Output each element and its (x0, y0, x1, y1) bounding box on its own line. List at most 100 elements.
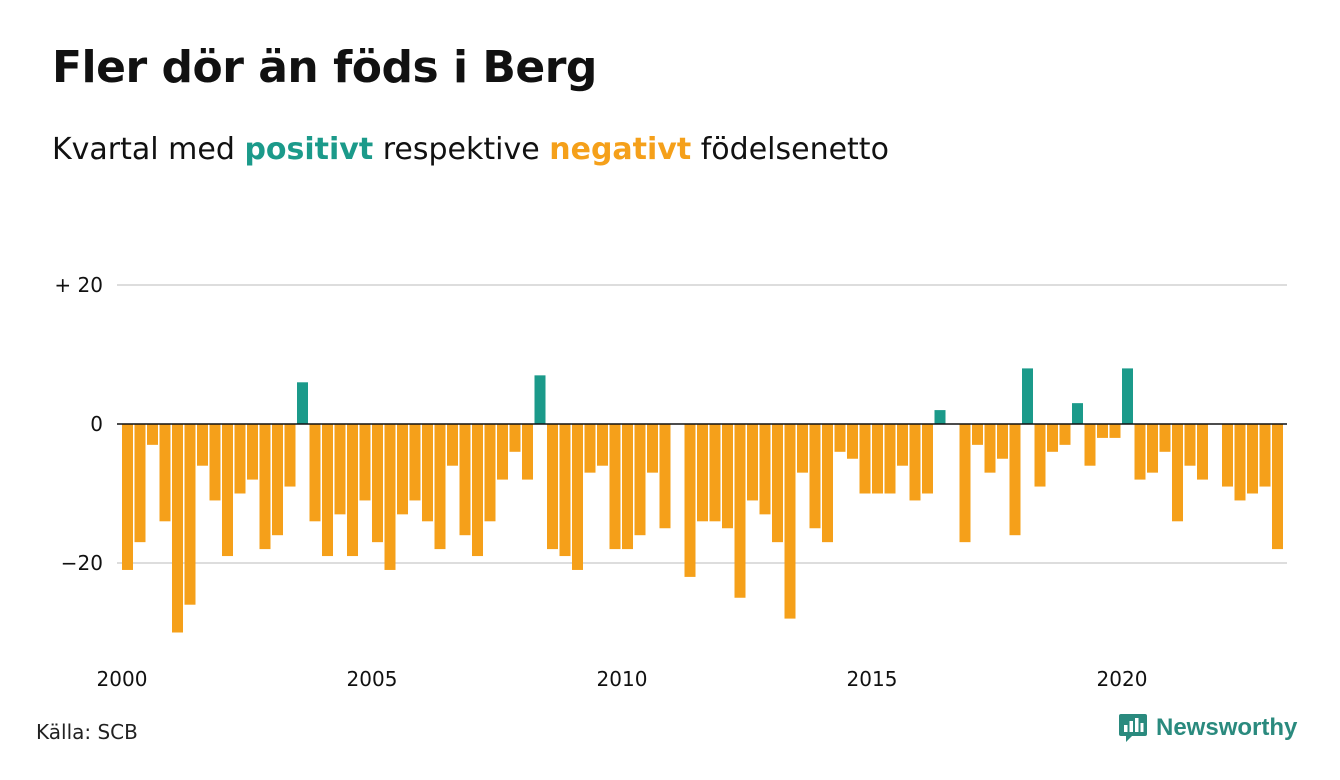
bar (572, 424, 583, 570)
bar (1084, 424, 1096, 466)
bar (1097, 424, 1108, 438)
bar (409, 424, 421, 501)
bar (784, 424, 796, 619)
bar (1184, 424, 1196, 466)
y-tick-label: −20 (61, 551, 103, 575)
bar (1047, 424, 1058, 452)
bar (834, 424, 846, 452)
bar (434, 424, 446, 550)
brand-logo[interactable]: Newsworthy (1118, 712, 1297, 744)
bar (1147, 424, 1158, 473)
bar (1059, 424, 1071, 445)
bar (222, 424, 233, 557)
bar (547, 424, 558, 550)
bar (909, 424, 921, 501)
bar (797, 424, 808, 473)
bar (447, 424, 458, 466)
bar (359, 424, 371, 501)
subtitle-negative: negativt (549, 132, 692, 167)
grid-layer (117, 284, 1287, 564)
bar (1109, 424, 1121, 438)
bar (622, 424, 633, 550)
bar (159, 424, 171, 522)
bar (684, 424, 696, 577)
bar (897, 424, 908, 466)
bar (472, 424, 483, 557)
bar (709, 424, 721, 522)
bar (384, 424, 396, 570)
bar (272, 424, 283, 536)
bar (1197, 424, 1208, 480)
bar (1134, 424, 1146, 480)
brand-name: Newsworthy (1156, 714, 1298, 741)
bar (1072, 403, 1083, 424)
bar (509, 424, 521, 452)
bar (722, 424, 733, 529)
bar (922, 424, 933, 494)
bar (697, 424, 708, 522)
bar (522, 424, 533, 480)
subtitle-suffix: födelsenetto (700, 132, 889, 167)
y-tick-label: + 20 (54, 273, 103, 297)
bar (497, 424, 508, 480)
bar (334, 424, 346, 515)
subtitle-middle: respektive (382, 132, 540, 167)
bar (609, 424, 621, 550)
x-tick-label: 2000 (97, 667, 148, 691)
bar (859, 424, 871, 494)
bar-chart: + 20 0 −20 2000 2005 2010 2015 2020 (54, 273, 1287, 691)
bar (772, 424, 783, 543)
bar (122, 424, 133, 570)
bar (1222, 424, 1233, 487)
bar (284, 424, 296, 487)
bar (872, 424, 883, 494)
bar (584, 424, 596, 473)
bar (347, 424, 358, 557)
subtitle-positive: positivt (244, 132, 374, 167)
bar (659, 424, 671, 529)
bar (759, 424, 771, 515)
bar (972, 424, 983, 445)
bar (559, 424, 571, 557)
bar (847, 424, 858, 459)
bar (422, 424, 433, 522)
bar (459, 424, 471, 536)
x-tick-label: 2015 (847, 667, 898, 691)
bar (747, 424, 758, 501)
bar (1159, 424, 1171, 452)
bar (1034, 424, 1046, 487)
chart-title: Fler dör än föds i Berg (52, 42, 597, 93)
bar (397, 424, 408, 515)
bar (172, 424, 183, 633)
bar (322, 424, 333, 557)
bar (1009, 424, 1021, 536)
bar (1122, 368, 1133, 424)
source-note: Källa: SCB (36, 720, 138, 744)
bar (147, 424, 158, 445)
bar (297, 382, 308, 424)
bar (134, 424, 146, 543)
bar (822, 424, 833, 543)
bar (534, 375, 546, 424)
bar (634, 424, 646, 536)
bar (197, 424, 208, 466)
bar (372, 424, 383, 543)
bar (734, 424, 746, 598)
bar (234, 424, 246, 494)
subtitle-prefix: Kvartal med (52, 132, 235, 167)
bar (1272, 424, 1283, 550)
bar (484, 424, 496, 522)
x-tick-label: 2005 (347, 667, 398, 691)
bar (209, 424, 221, 501)
bar (934, 410, 946, 424)
bar (809, 424, 821, 529)
y-tick-label: 0 (90, 412, 103, 436)
bar (997, 424, 1008, 459)
bar (984, 424, 996, 473)
bars-layer (122, 368, 1283, 633)
bar (959, 424, 971, 543)
newsworthy-logo-icon (1119, 714, 1147, 742)
axis-layer: + 20 0 −20 2000 2005 2010 2015 2020 (54, 273, 1287, 691)
x-tick-label: 2010 (597, 667, 648, 691)
bar (1172, 424, 1183, 522)
